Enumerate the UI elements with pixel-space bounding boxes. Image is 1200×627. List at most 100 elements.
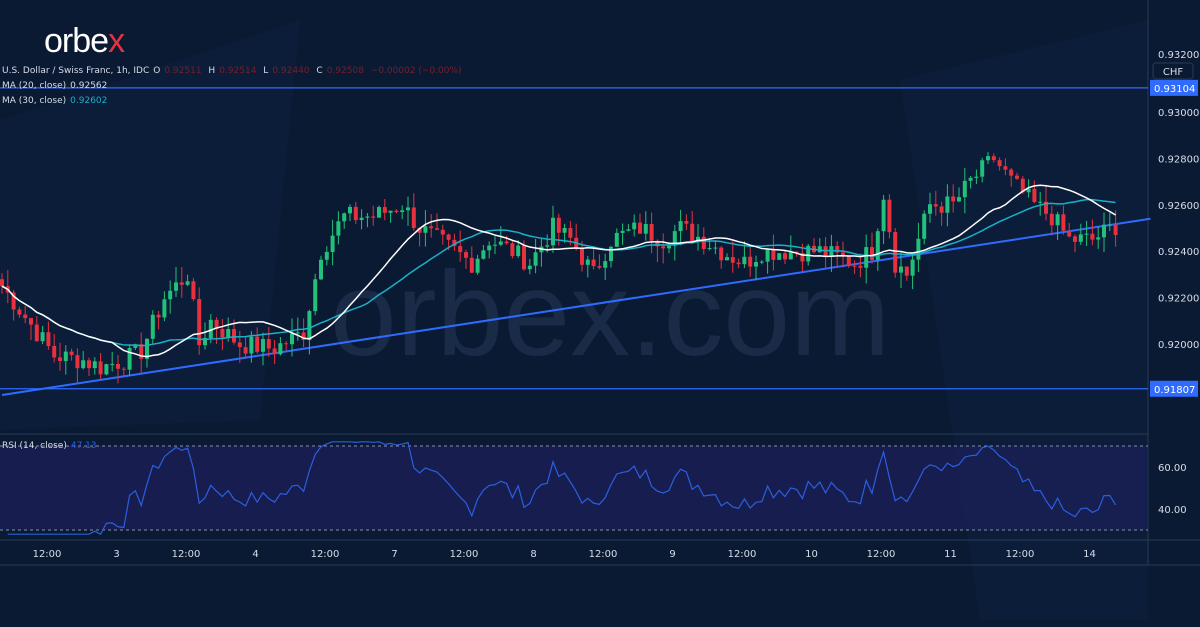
candle-body (603, 261, 608, 268)
candle-body (63, 351, 68, 362)
candle-body (168, 290, 173, 300)
candle-body (214, 319, 219, 329)
ma20-line (1, 184, 1116, 358)
time-tick-label: 12:00 (728, 549, 757, 560)
time-tick-label: 12:00 (450, 549, 479, 560)
candle-body (661, 246, 666, 249)
candle-body (597, 266, 602, 268)
time-tick-label: 4 (252, 549, 258, 560)
time-tick-label: 14 (1083, 549, 1096, 560)
open-value: 0.92511 (164, 66, 202, 76)
candle-body (406, 207, 410, 211)
candle-body (620, 230, 625, 233)
candle-body (220, 328, 225, 338)
candle-body (40, 332, 45, 342)
time-tick-label: 12:00 (1006, 549, 1035, 560)
candle-body (817, 246, 822, 253)
candle-body (678, 221, 683, 232)
candle-body (0, 279, 4, 287)
candle-body (1067, 230, 1072, 237)
price-tick-label: 0.92200 (1158, 294, 1199, 305)
ma30-legend[interactable]: MA (30, close) 0.92602 (2, 96, 108, 106)
candle-body (185, 281, 190, 285)
candle-body (411, 207, 416, 228)
candle-body (1032, 188, 1037, 202)
symbol-legend: U.S. Dollar / Swiss Franc, 1h, IDC O 0.925… (2, 66, 462, 76)
candle-body (777, 253, 782, 260)
currency-badge (1152, 62, 1194, 80)
candle-body (475, 258, 480, 273)
candle-body (481, 250, 486, 259)
watermark: orbex.com (330, 247, 890, 381)
price-tick-label: 0.93000 (1158, 108, 1199, 119)
candle-body (1113, 224, 1118, 236)
candle-body (626, 229, 631, 231)
high-value: 0.92514 (219, 66, 257, 76)
candle-body (452, 239, 457, 247)
candle-body (179, 282, 184, 285)
candle-body (806, 245, 811, 262)
candle-body (910, 259, 915, 276)
candle-body (162, 299, 167, 318)
candle-body (771, 248, 776, 260)
candle-body (875, 231, 880, 260)
candle-body (174, 282, 178, 291)
candle-body (34, 324, 39, 342)
candle-body (1055, 214, 1060, 226)
candle-body (23, 314, 28, 319)
candle-body (394, 210, 399, 213)
level-price-label: 0.91807 (1154, 385, 1195, 396)
price-tick-label: 0.92400 (1158, 247, 1199, 258)
candle-body (765, 248, 770, 262)
candle-body (841, 252, 845, 257)
close-value: 0.92508 (326, 66, 364, 76)
candle-body (127, 347, 132, 370)
candle-body (353, 206, 358, 221)
candle-body (997, 160, 1002, 167)
candle-body (545, 245, 550, 247)
candle-body (87, 360, 91, 369)
candle-body (1096, 237, 1101, 240)
candle-body (881, 199, 886, 232)
candle-body (255, 336, 260, 352)
candle-body (1107, 224, 1112, 226)
time-tick-label: 12:00 (589, 549, 618, 560)
candle-body (991, 156, 996, 161)
candle-body (696, 236, 700, 242)
candle-body (290, 333, 294, 345)
candle-body (719, 247, 724, 261)
candle-body (104, 364, 109, 375)
candle-body (342, 213, 347, 222)
time-tick-label: 8 (530, 549, 536, 560)
candle-body (272, 348, 277, 355)
candle-body (400, 210, 405, 213)
candle-body (649, 223, 654, 241)
candle-body (232, 329, 236, 343)
candle-body (203, 337, 207, 346)
candle-body (359, 217, 364, 221)
rsi-legend[interactable]: RSI (14, close) 47.13 (2, 441, 97, 451)
candle-body (887, 199, 892, 233)
candle-body (1015, 175, 1019, 179)
candle-body (725, 257, 729, 261)
orbex-logo: orbex (44, 22, 125, 60)
candle-body (800, 252, 805, 262)
candle-body (510, 243, 515, 257)
candle-body (197, 299, 202, 346)
candle-body (243, 347, 248, 354)
candle-body (713, 247, 718, 249)
candle-body (58, 357, 62, 362)
ma20-legend[interactable]: MA (20, close) 0.92562 (2, 81, 108, 91)
candle-body (429, 226, 434, 229)
candle-body (81, 360, 86, 369)
candle-body (1061, 214, 1066, 231)
candle-body (672, 231, 677, 246)
candle-body (145, 338, 149, 359)
candle-body (319, 259, 323, 280)
candle-body (382, 207, 387, 213)
candle-body (754, 262, 758, 267)
candle-body (464, 252, 468, 258)
candle-body (962, 180, 967, 198)
candle-body (98, 361, 103, 375)
